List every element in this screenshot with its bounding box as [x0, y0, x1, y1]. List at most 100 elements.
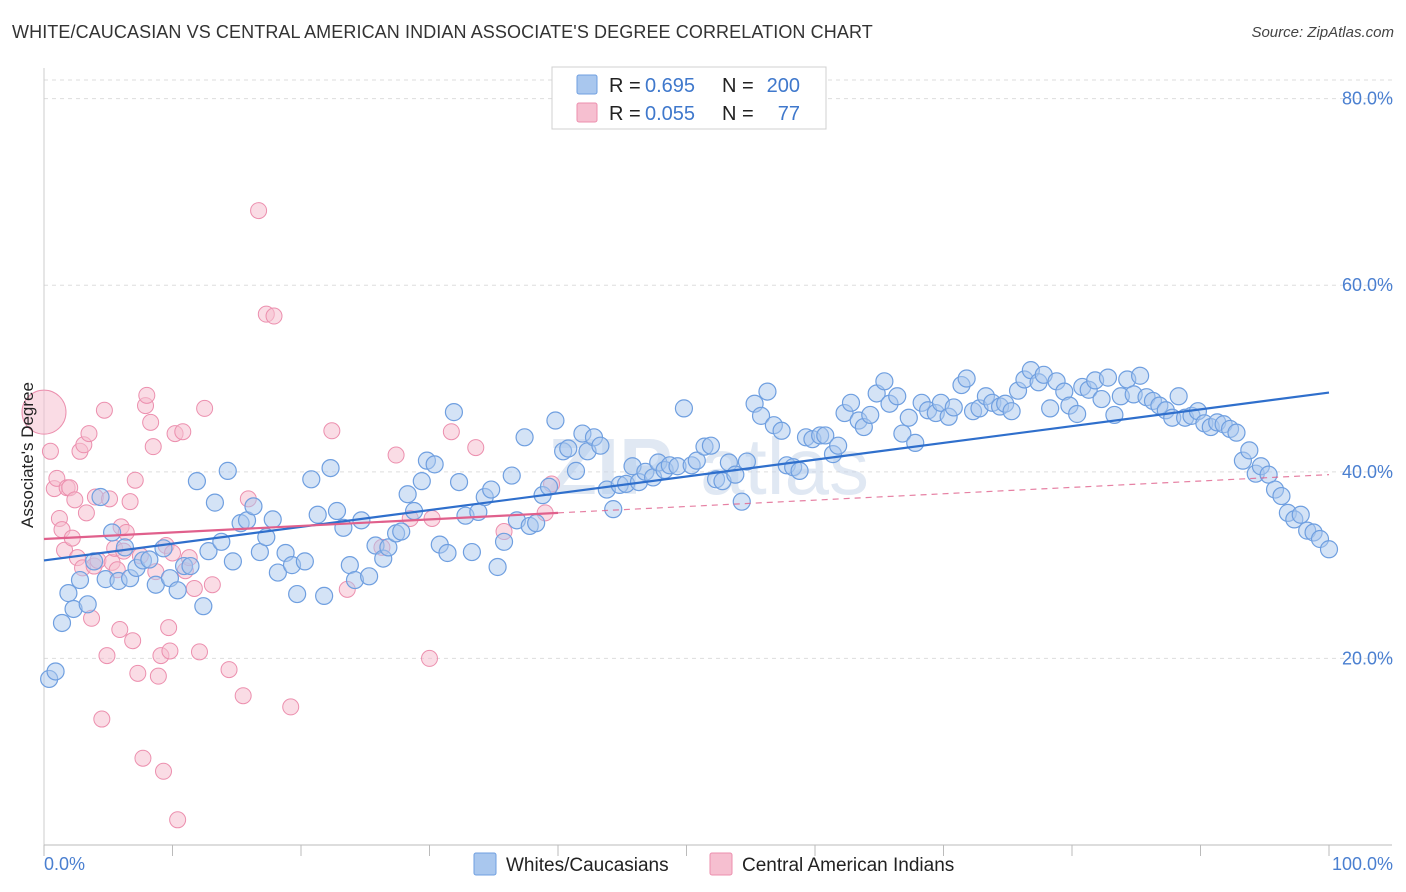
- y-axis-label: Associate's Degree: [18, 382, 37, 528]
- y-tick-labels: 20.0% 40.0% 60.0% 80.0%: [1342, 89, 1393, 669]
- whites-point-160: [1068, 404, 1087, 424]
- whites-point-133: [893, 424, 912, 443]
- whites-point-185: [1227, 423, 1246, 442]
- whites-point-66: [462, 542, 482, 562]
- central-american-point-46: [160, 619, 178, 637]
- whites-point-56: [398, 485, 417, 504]
- central-american-point-63: [265, 307, 283, 325]
- whites-point-187: [1240, 441, 1259, 460]
- whites-point-79: [546, 411, 565, 430]
- whites-point-62: [438, 543, 457, 563]
- central-american-trend-line: [43, 511, 559, 541]
- series-legend: Whites/Caucasians Central American India…: [473, 852, 954, 876]
- whites-point-103: [701, 436, 721, 455]
- whites-point-121: [816, 426, 835, 445]
- central-american-point-72: [442, 423, 460, 441]
- whites-point-170: [1131, 366, 1150, 385]
- y-tick-label-80: 80.0%: [1342, 89, 1393, 109]
- whites-point-5: [70, 570, 90, 590]
- whites-point-195: [1291, 505, 1310, 524]
- whites-point-141: [944, 398, 963, 417]
- whites-point-12: [115, 538, 135, 557]
- central-american-point-58: [220, 661, 238, 679]
- central-american-point-large: [21, 389, 67, 435]
- whites-point-156: [1041, 399, 1060, 418]
- central-american-point-39: [142, 413, 160, 431]
- legend-swatch-pink: [576, 102, 598, 123]
- central-american-point-27: [111, 620, 129, 638]
- central-american-point-20: [93, 710, 111, 728]
- legend-r-label-1: R =: [609, 75, 641, 97]
- whites-point-86: [591, 436, 610, 455]
- whites-point-23: [187, 472, 207, 491]
- whites-point-192: [1272, 486, 1291, 506]
- whites-point-69: [482, 480, 501, 499]
- whites-point-41: [302, 470, 321, 489]
- whites-point-8: [91, 487, 110, 507]
- legend-frame: [551, 66, 827, 130]
- whites-point-117: [790, 461, 809, 480]
- whites-point-60: [425, 455, 444, 474]
- whites-trend-line: [43, 391, 1330, 562]
- central-american-point-22: [98, 647, 116, 665]
- central-american-point-9: [66, 491, 84, 509]
- central-american-point-31: [121, 493, 139, 511]
- whites-point-176: [1169, 387, 1188, 406]
- whites-caucasians-points: [40, 361, 1339, 689]
- whites-point-72: [502, 466, 521, 485]
- whites-point-58: [412, 472, 431, 491]
- gridlines: [44, 79, 1392, 659]
- whites-point-130: [875, 372, 894, 391]
- whites-point-132: [888, 387, 907, 406]
- whites-point-40: [295, 552, 314, 571]
- legend-swatch-blue: [576, 74, 598, 95]
- central-american-point-38: [138, 386, 156, 404]
- whites-point-16: [140, 550, 159, 569]
- central-american-point-68: [387, 446, 405, 464]
- legend-r-value-2: 0.055: [645, 103, 695, 125]
- x-tick-label-min: 0.0%: [44, 854, 85, 874]
- legend-r-value-1: 0.695: [645, 75, 695, 97]
- central-american-point-65: [323, 422, 341, 440]
- series-legend-swatch-central-american: [709, 852, 733, 876]
- whites-point-111: [751, 406, 771, 425]
- whites-point-35: [263, 510, 282, 529]
- central-american-point-32: [124, 632, 142, 650]
- whites-point-28: [218, 461, 237, 480]
- whites-point-109: [737, 452, 756, 471]
- whites-point-134: [899, 408, 918, 427]
- series-legend-label-whites: Whites/Caucasians: [506, 855, 669, 876]
- central-american-point-14: [77, 504, 95, 522]
- whites-point-25: [199, 542, 218, 561]
- whites-point-42: [308, 505, 327, 524]
- whites-point-39: [288, 584, 307, 604]
- whites-point-22: [181, 556, 200, 576]
- central-american-point-42: [149, 667, 167, 685]
- whites-point-36: [268, 563, 287, 582]
- whites-point-123: [829, 436, 848, 455]
- whites-point-10: [103, 523, 122, 542]
- whites-point-6: [78, 595, 97, 614]
- central-american-point-64: [282, 698, 300, 716]
- central-american-point-40: [144, 438, 162, 456]
- whites-point-112: [758, 382, 777, 401]
- central-american-point-33: [126, 471, 144, 489]
- whites-point-199: [1319, 540, 1339, 559]
- y-tick-label-60: 60.0%: [1342, 275, 1393, 295]
- legend-n-label-2: N =: [722, 103, 754, 125]
- y-tick-label-20: 20.0%: [1342, 648, 1393, 668]
- whites-point-63: [444, 403, 464, 422]
- whites-point-88: [604, 500, 623, 519]
- whites-point-18: [154, 539, 173, 558]
- legend-n-value-1: 200: [767, 75, 800, 97]
- central-american-point-59: [234, 687, 252, 705]
- whites-point-53: [379, 538, 398, 557]
- whites-point-55: [392, 522, 411, 541]
- whites-point-44: [321, 458, 340, 478]
- whites-point-135: [906, 433, 925, 453]
- central-american-point-50: [169, 811, 187, 829]
- central-american-point-54: [185, 579, 203, 597]
- y-tick-label-40: 40.0%: [1342, 462, 1393, 482]
- trend-lines: [43, 391, 1330, 562]
